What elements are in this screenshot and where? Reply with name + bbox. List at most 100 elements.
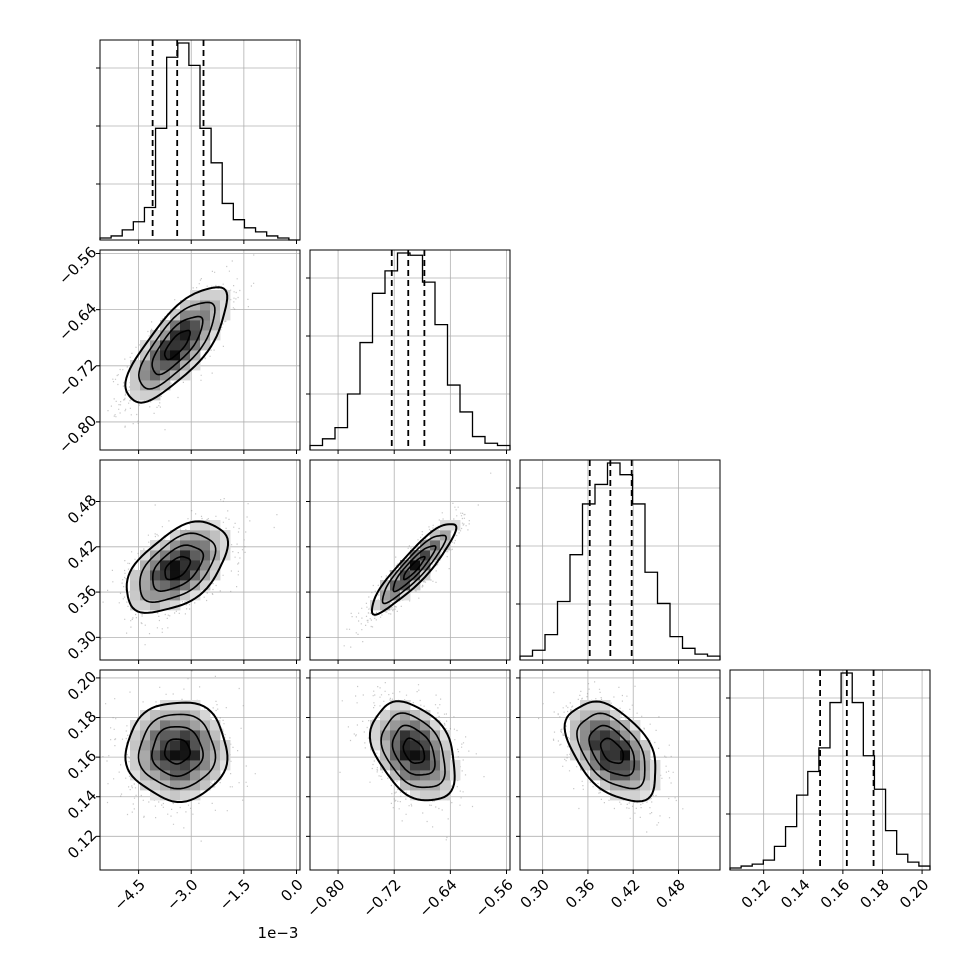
y-tick-label: −0.80	[55, 412, 100, 457]
density-cell	[190, 770, 201, 781]
density-cell	[420, 710, 431, 721]
density-cell	[140, 720, 151, 731]
panel-frame	[519, 459, 721, 661]
density-cell	[140, 770, 151, 781]
density-cell	[210, 290, 221, 301]
density-cell	[630, 780, 641, 791]
density-cell	[210, 730, 221, 741]
density-cell	[160, 720, 171, 731]
density-cell	[410, 760, 421, 771]
density-cell	[180, 780, 191, 791]
contour-outer	[368, 700, 456, 802]
density-cell	[420, 790, 431, 801]
density-cell	[180, 750, 191, 761]
density-cell	[150, 390, 161, 401]
contour-outer	[125, 520, 229, 614]
density-cell	[130, 600, 141, 611]
density-cell	[580, 710, 591, 721]
density-cell	[430, 540, 441, 551]
density-cell	[430, 780, 441, 791]
density-cell	[420, 720, 431, 731]
density-cell	[200, 310, 211, 321]
density-cell	[630, 790, 641, 801]
density-cell	[640, 790, 651, 801]
density-cell	[130, 390, 141, 401]
panel-contents	[100, 250, 300, 450]
density-cell	[440, 730, 451, 741]
density-cell	[210, 720, 221, 731]
density-cell	[220, 290, 231, 301]
density-cell	[200, 580, 211, 591]
density-cell	[160, 550, 171, 561]
density-cell	[570, 720, 581, 731]
density-cell	[210, 530, 221, 541]
density-cell	[380, 740, 391, 751]
density-cell	[420, 760, 431, 771]
density-cell	[170, 570, 181, 581]
panel-frame	[99, 459, 301, 661]
x-tick-label: −3.0	[163, 876, 201, 914]
density-cell	[590, 730, 601, 741]
density-cell	[170, 720, 181, 731]
density-cell	[130, 580, 141, 591]
panel-contents	[310, 460, 510, 660]
density-cell	[410, 790, 421, 801]
density-cell	[170, 330, 181, 341]
density-cell	[400, 760, 411, 771]
density-cell	[640, 780, 651, 791]
density-cell	[150, 360, 161, 371]
density-cell	[190, 790, 201, 801]
y-tick-label: 0.36	[64, 582, 100, 618]
density-cell	[630, 730, 641, 741]
density-cell	[170, 790, 181, 801]
panel-frame	[309, 459, 511, 661]
density-cell	[160, 740, 171, 751]
density-cell	[150, 330, 161, 341]
density-cell	[570, 730, 581, 741]
density-cell	[190, 720, 201, 731]
density-cell	[150, 580, 161, 591]
y-tick-label: 0.18	[64, 707, 100, 743]
density-cell	[390, 580, 401, 591]
density-cell	[410, 710, 421, 721]
density-cell	[190, 740, 201, 751]
y-tick-label: 0.30	[64, 627, 100, 663]
density-cell	[140, 740, 151, 751]
density-cell	[210, 300, 221, 311]
contour-line	[163, 738, 191, 765]
density-cell	[620, 730, 631, 741]
density-cell	[190, 570, 201, 581]
density-cell	[190, 550, 201, 561]
contour-line	[403, 555, 426, 581]
density-cell	[180, 300, 191, 311]
density-cell	[640, 740, 651, 751]
density-cell	[580, 730, 591, 741]
density-cell	[130, 360, 141, 371]
density-cell	[180, 570, 191, 581]
density-cell	[600, 770, 611, 781]
density-cell	[440, 790, 451, 801]
density-cell	[370, 730, 381, 741]
density-cell	[180, 320, 191, 331]
density-cell	[200, 780, 211, 791]
density-cell	[180, 790, 191, 801]
density-cell	[170, 560, 181, 571]
density-cell	[210, 740, 221, 751]
contour-line	[137, 713, 217, 790]
density-cell	[200, 750, 211, 761]
density-cell	[410, 740, 421, 751]
density-cell	[140, 710, 151, 721]
x-tick-label: −0.72	[359, 876, 404, 921]
density-cell	[400, 740, 411, 751]
density-cell	[180, 330, 191, 341]
histogram-panel-2	[516, 459, 721, 664]
density-cell	[210, 330, 221, 341]
density-cell	[190, 760, 201, 771]
density-cell	[570, 740, 581, 751]
density-cell	[220, 750, 231, 761]
density-cell	[610, 710, 621, 721]
x-tick-label: −0.80	[303, 876, 348, 921]
density-cell	[390, 770, 401, 781]
density-cell	[140, 380, 151, 391]
density-cell	[190, 540, 201, 551]
